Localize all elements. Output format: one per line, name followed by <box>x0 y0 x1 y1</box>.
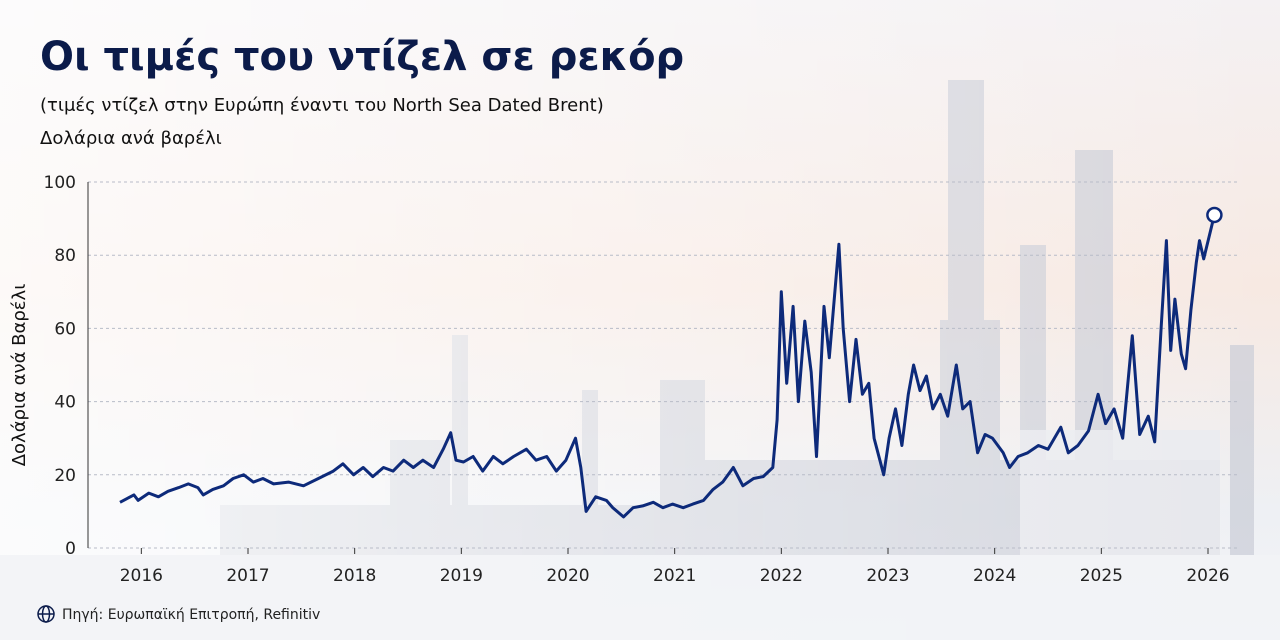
end-marker <box>1206 206 1223 224</box>
y-tick-label: 40 <box>54 393 76 413</box>
y-tick-label: 100 <box>44 173 76 193</box>
y-tick-label: 0 <box>65 539 76 559</box>
y-tick-label: 80 <box>54 246 76 266</box>
x-tick-label: 2020 <box>546 566 589 586</box>
x-tick-label: 2019 <box>440 566 483 586</box>
data-line <box>119 214 1216 519</box>
x-tick-label: 2018 <box>333 566 376 586</box>
footer-band <box>0 555 1280 640</box>
source: Πηγή: Ευρωπαϊκή Επιτροπή, Refinitiv <box>62 607 320 623</box>
x-tick-label: 2023 <box>866 566 909 586</box>
x-tick-label: 2016 <box>120 566 163 586</box>
x-tick-label: 2026 <box>1186 566 1229 586</box>
y-tick-label: 60 <box>54 319 76 339</box>
y-tick-label: 20 <box>54 466 76 486</box>
y-axis-label: Δολάρια ανά Βαρέλι <box>9 284 30 467</box>
unit-label: Δολάρια ανά βαρέλι <box>40 128 222 149</box>
x-tick-label: 2025 <box>1080 566 1123 586</box>
subtitle: (τιμές ντίζελ στην Ευρώπη έναντι του Nor… <box>40 95 604 116</box>
x-tick-label: 2017 <box>226 566 269 586</box>
x-tick-label: 2022 <box>760 566 803 586</box>
x-tick-label: 2024 <box>973 566 1016 586</box>
x-tick-label: 2021 <box>653 566 696 586</box>
chart-title: Οι τιμές του ντίζελ σε ρεκόρ <box>40 34 684 80</box>
globe-icon <box>37 605 55 623</box>
